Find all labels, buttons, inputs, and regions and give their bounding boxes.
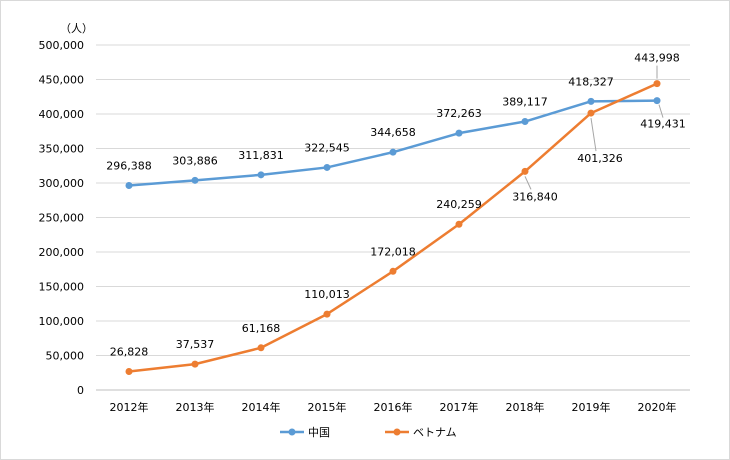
x-axis-ticks: 2012年 2013年 2014年 2015年 2016年 2017年 2018年 2019年… (110, 400, 677, 414)
y-axis-ticks: 0 50,000 100,000 150,000 200,000 250,000 300,0… (39, 39, 85, 397)
data-point (323, 163, 331, 171)
data-point (521, 118, 529, 126)
data-label: 311,831 (238, 149, 284, 162)
x-tick-label: 2016年 (374, 400, 413, 414)
data-label: 61,168 (242, 322, 281, 335)
y-tick-label: 350,000 (39, 143, 85, 156)
data-point (389, 148, 397, 156)
y-tick-label: 100,000 (39, 315, 85, 328)
data-point (521, 167, 529, 175)
data-label: 443,998 (634, 52, 680, 65)
data-point (653, 97, 661, 105)
y-axis-unit-label: （人） (60, 22, 93, 35)
data-label: 401,326 (577, 152, 623, 165)
data-labels: 296,388 303,886 311,831 322,545 344,658 372,2… (106, 52, 686, 359)
data-point (587, 109, 595, 117)
data-point (587, 97, 595, 105)
x-tick-label: 2020年 (638, 400, 677, 414)
y-tick-label: 250,000 (39, 212, 85, 225)
data-label: 172,018 (370, 245, 416, 258)
y-tick-label: 50,000 (46, 350, 85, 363)
data-label: 110,013 (304, 288, 350, 301)
gridlines (96, 44, 690, 356)
data-point (323, 310, 331, 318)
legend-label: ベトナム (413, 426, 457, 439)
data-label: 419,431 (640, 118, 686, 131)
data-label: 418,327 (568, 75, 614, 88)
data-point (125, 367, 133, 375)
data-point (389, 267, 397, 275)
x-tick-label: 2017年 (440, 400, 479, 414)
label-leader-line (590, 118, 597, 152)
data-point (455, 129, 463, 137)
legend-swatch-marker (288, 428, 296, 436)
y-tick-label: 300,000 (39, 177, 85, 190)
data-label: 240,259 (436, 198, 482, 211)
y-tick-label: 150,000 (39, 281, 85, 294)
x-tick-label: 2013年 (176, 400, 215, 414)
data-label: 344,658 (370, 126, 416, 139)
data-label: 303,886 (172, 154, 218, 167)
y-tick-label: 200,000 (39, 246, 85, 259)
x-tick-label: 2012年 (110, 400, 149, 414)
x-tick-label: 2019年 (572, 400, 611, 414)
data-point (191, 176, 199, 184)
data-label: 322,545 (304, 141, 350, 154)
data-label: 316,840 (512, 190, 558, 203)
data-point (125, 181, 133, 189)
legend: 中国 ベトナム (280, 426, 457, 439)
data-point (191, 360, 199, 368)
legend-label: 中国 (308, 426, 330, 439)
x-tick-label: 2018年 (506, 400, 545, 414)
series-vietnam (125, 80, 661, 375)
x-tick-label: 2015年 (308, 400, 347, 414)
data-point (455, 220, 463, 228)
data-label: 389,117 (502, 96, 548, 109)
data-label: 296,388 (106, 159, 152, 172)
label-leader-line (524, 176, 532, 190)
x-tick-label: 2014年 (242, 400, 281, 414)
legend-item: 中国 (280, 426, 330, 439)
legend-swatch-marker (393, 428, 401, 436)
y-tick-label: 0 (77, 384, 84, 397)
y-tick-label: 450,000 (39, 74, 85, 87)
data-point (257, 171, 265, 179)
data-label: 37,537 (176, 338, 215, 351)
y-tick-label: 400,000 (39, 108, 85, 121)
label-leader-line (658, 104, 664, 118)
legend-item: ベトナム (385, 426, 457, 439)
data-point (257, 344, 265, 352)
y-tick-label: 500,000 (39, 39, 85, 52)
data-label: 372,263 (436, 107, 482, 120)
series (125, 80, 661, 375)
series-china (125, 97, 661, 189)
data-label: 26,828 (110, 345, 149, 358)
series-line (128, 99, 658, 187)
data-point (653, 80, 661, 88)
